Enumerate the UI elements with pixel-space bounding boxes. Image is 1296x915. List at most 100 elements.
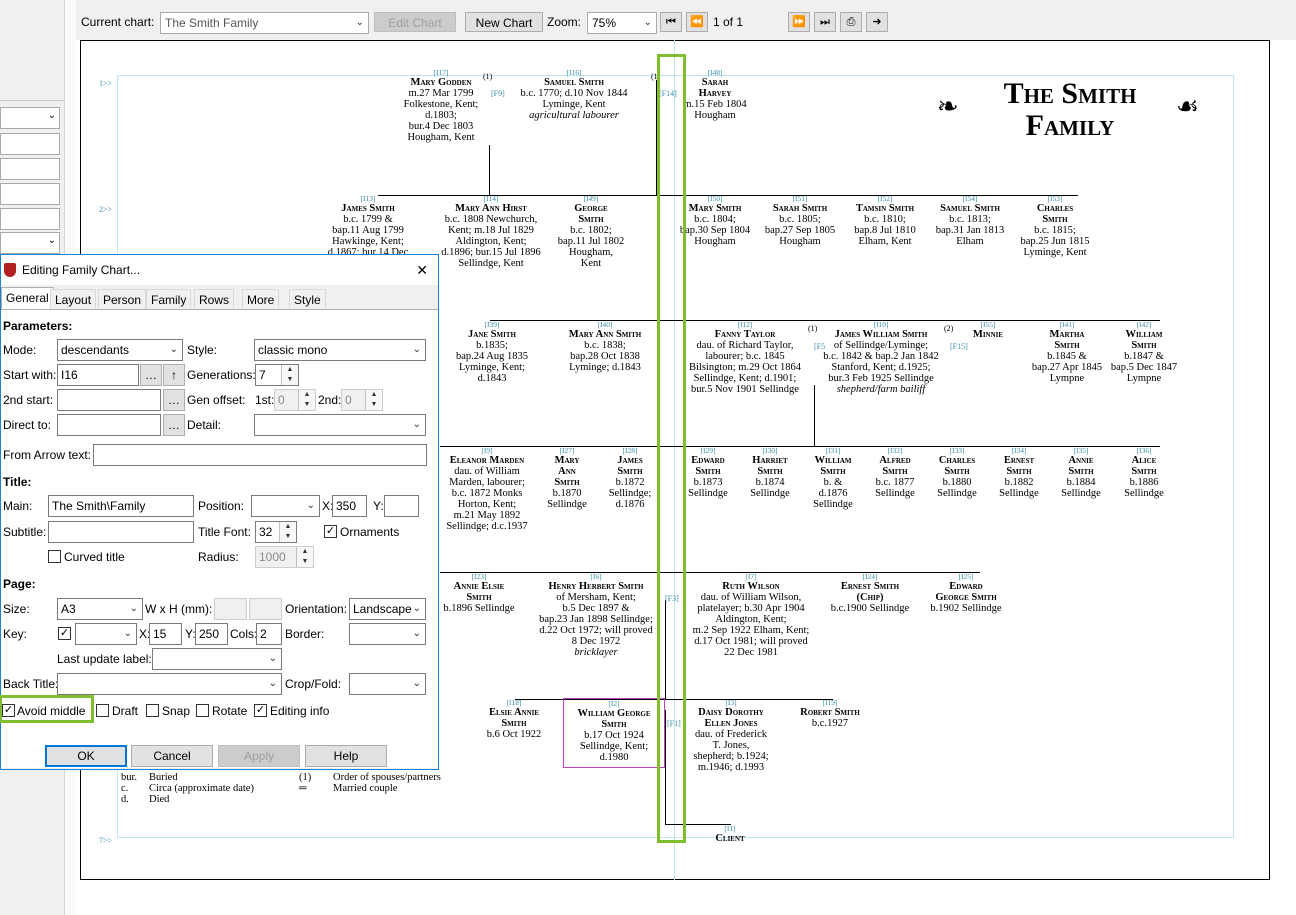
prev-page-icon[interactable]: ⏪ — [686, 12, 708, 32]
main-title-input[interactable]: The Smith\Family — [48, 495, 194, 517]
person-box[interactable]: [I33] Charles Smith b.1880 Sellindge — [937, 446, 977, 499]
current-chart-select[interactable]: The Smith Family ⌄ — [160, 12, 369, 34]
person-box[interactable]: [I24] Ernest Smith (Chip) b.c.1900 Sellind… — [830, 572, 910, 614]
person-box[interactable]: [I39] Jane Smith b.1835; bap.24 Aug 1835 L… — [455, 320, 529, 384]
zoom-select[interactable]: 75% ⌄ — [587, 12, 657, 34]
spinner-icon[interactable]: ▲ ▼ — [281, 365, 298, 385]
person-box[interactable]: [I32] Alfred Smith b.c. 1877 Sellindge — [875, 446, 915, 499]
radius-stepper[interactable]: 1000 ▲ ▼ — [255, 546, 314, 568]
sidebar-field-2[interactable] — [0, 158, 60, 180]
sidebar-field-3[interactable] — [0, 183, 60, 205]
browse-direct-to-button[interactable]: … — [163, 414, 185, 436]
height-input[interactable] — [249, 598, 282, 620]
key-x-input[interactable]: 15 — [149, 623, 182, 645]
person-box[interactable]: [I52] Tamsin Smith b.c. 1810; bap.8 Jul 18… — [854, 194, 916, 247]
detail-select[interactable]: ⌄ — [254, 414, 426, 436]
style-select[interactable]: classic mono ⌄ — [254, 339, 426, 361]
back-title-select[interactable]: ⌄ — [57, 673, 282, 695]
draft-checkbox[interactable] — [96, 704, 109, 717]
print-icon[interactable]: ⎙ — [840, 12, 862, 32]
from-arrow-input[interactable] — [93, 444, 427, 466]
orientation-select[interactable]: Landscape ⌄ — [349, 598, 426, 620]
browse-start-button[interactable]: … — [140, 364, 162, 386]
person-box[interactable]: [I54] Samuel Smith b.c. 1813; bap.31 Jan 1… — [935, 194, 1005, 247]
spinner-icon[interactable]: ▲ ▼ — [298, 390, 315, 410]
person-box[interactable]: [I53] Charles Smith b.c. 1815; bap.25 Jun … — [1020, 194, 1090, 258]
crop-fold-select[interactable]: ⌄ — [349, 673, 426, 695]
key-y-input[interactable]: 250 — [195, 623, 228, 645]
person-box[interactable]: [I19] Robert Smith b.c.1927 — [800, 698, 860, 729]
first-page-icon[interactable]: ⏮ — [660, 12, 682, 32]
person-box[interactable]: [I25] Edward George Smith b.1902 Sellindge — [930, 572, 1002, 614]
subtitle-input[interactable] — [48, 521, 194, 543]
person-box[interactable]: [I3] Daisy Dorothy Ellen Jones dau. of Fre… — [693, 698, 769, 773]
border-select[interactable]: ⌄ — [349, 623, 426, 645]
person-box[interactable]: [I10] James William Smith of Sellindge/Lym… — [823, 320, 939, 395]
last-page-icon[interactable]: ⏭ — [814, 12, 836, 32]
person-box[interactable]: [I42] William Smith b.1847 & bap.5 Dec 184… — [1110, 320, 1178, 384]
tab-person[interactable]: Person — [98, 289, 147, 309]
person-box[interactable]: [I14] Mary Ann Hirst b.c. 1808 Newchurch, … — [441, 194, 541, 269]
tab-more[interactable]: More — [242, 289, 280, 309]
person-box[interactable]: [I17] Mary Godden m.27 Mar 1799 Folkestone… — [403, 68, 479, 143]
new-chart-button[interactable]: New Chart — [465, 12, 543, 32]
sidebar-dropdown-2[interactable]: ⌄ — [0, 232, 60, 254]
export-icon[interactable]: ➜ — [866, 12, 888, 32]
help-button[interactable]: Help — [305, 745, 387, 767]
tab-style[interactable]: Style — [289, 289, 326, 309]
spinner-icon[interactable]: ▲ ▼ — [279, 522, 296, 542]
size-select[interactable]: A3 ⌄ — [57, 598, 143, 620]
person-box[interactable]: [I30] Harriet Smith b.1874 Sellindge — [750, 446, 790, 499]
title-y-input[interactable] — [384, 495, 419, 517]
ok-button[interactable]: OK — [45, 745, 127, 767]
title-x-input[interactable]: 350 — [332, 495, 367, 517]
start-with-input[interactable]: I16 — [57, 364, 139, 386]
person-box[interactable]: [I36] Alice Smith b.1886 Sellindge — [1124, 446, 1164, 499]
last-update-select[interactable]: ⌄ — [152, 648, 282, 670]
width-input[interactable] — [214, 598, 247, 620]
ornaments-checkbox[interactable]: ✓ — [324, 525, 337, 538]
tab-family[interactable]: Family — [146, 289, 192, 309]
person-box[interactable]: [I27] Mary Ann Smith b.1870 Sellindge — [547, 446, 587, 510]
position-select[interactable]: ⌄ — [251, 495, 320, 517]
sidebar-field-1[interactable] — [0, 133, 60, 155]
sidebar-dropdown-1[interactable]: ⌄ — [0, 107, 60, 129]
next-page-icon[interactable]: ⏩ — [788, 12, 810, 32]
cols-input[interactable]: 2 — [256, 623, 282, 645]
person-box[interactable]: [I18] Elsie Annie Smith b.6 Oct 1922 — [486, 698, 542, 740]
person-box[interactable]: [I41] Martha Smith b.1845 & bap.27 Apr 184… — [1031, 320, 1103, 384]
person-box[interactable]: [I29] Edward Smith b.1873 Sellindge — [688, 446, 728, 499]
person-box[interactable]: [I12] Fanny Taylor dau. of Richard Taylor,… — [688, 320, 801, 395]
rotate-checkbox[interactable] — [196, 704, 209, 717]
selected-person-box[interactable]: [I2] William George Smith b.17 Oct 1924 Se… — [563, 698, 665, 768]
browse-second-start-button[interactable]: … — [163, 389, 185, 411]
person-box[interactable]: [I35] Annie Smith b.1884 Sellindge — [1061, 446, 1101, 499]
sidebar-field-4[interactable] — [0, 208, 60, 230]
second-start-input[interactable] — [57, 389, 161, 411]
key-position-select[interactable]: ⌄ — [75, 623, 137, 645]
title-font-stepper[interactable]: 32 ▲ ▼ — [255, 521, 297, 543]
first-offset-stepper[interactable]: 0 ▲ ▼ — [274, 389, 316, 411]
apply-button[interactable]: Apply — [218, 745, 300, 767]
close-icon[interactable]: ✕ — [416, 262, 428, 278]
person-box[interactable]: [I50] Mary Smith b.c. 1804; bap.30 Sep 180… — [679, 194, 751, 247]
person-box[interactable]: [I31] William Smith b. & d.1876 Sellindge — [813, 446, 853, 510]
spinner-icon[interactable]: ▲ ▼ — [296, 547, 313, 567]
up-arrow-icon[interactable]: ↑ — [163, 364, 185, 386]
snap-checkbox[interactable] — [146, 704, 159, 717]
person-box[interactable]: [I34] Ernest Smith b.1882 Sellindge — [999, 446, 1039, 499]
person-box[interactable]: [I28] James Smith b.1872 Sellindge; d.1876 — [608, 446, 652, 510]
person-box[interactable]: [I55] Minnie — [972, 320, 1004, 340]
spinner-icon[interactable]: ▲ ▼ — [365, 390, 382, 410]
person-box[interactable]: [I48] Sarah Harvey m.15 Feb 1804 Hougham — [683, 68, 747, 121]
person-box[interactable]: [I16] Samuel Smith b.c. 1770; d.10 Nov 184… — [520, 68, 628, 121]
second-offset-stepper[interactable]: 0 ▲ ▼ — [341, 389, 383, 411]
person-box[interactable]: [I9] Eleanor Marden dau. of William Marden… — [446, 446, 528, 532]
editing-info-checkbox[interactable]: ✓ — [254, 704, 267, 717]
generations-stepper[interactable]: 7 ▲ ▼ — [255, 364, 299, 386]
person-box[interactable]: [I13] James Smith b.c. 1799 & bap.11 Aug 1… — [327, 194, 409, 254]
person-box[interactable]: [I1] Client — [715, 824, 745, 844]
person-box[interactable]: [I6] Henry Herbert Smith of Mersham, Kent;… — [539, 572, 653, 658]
avoid-middle-checkbox[interactable]: ✓ — [2, 704, 15, 717]
direct-to-input[interactable] — [57, 414, 161, 436]
